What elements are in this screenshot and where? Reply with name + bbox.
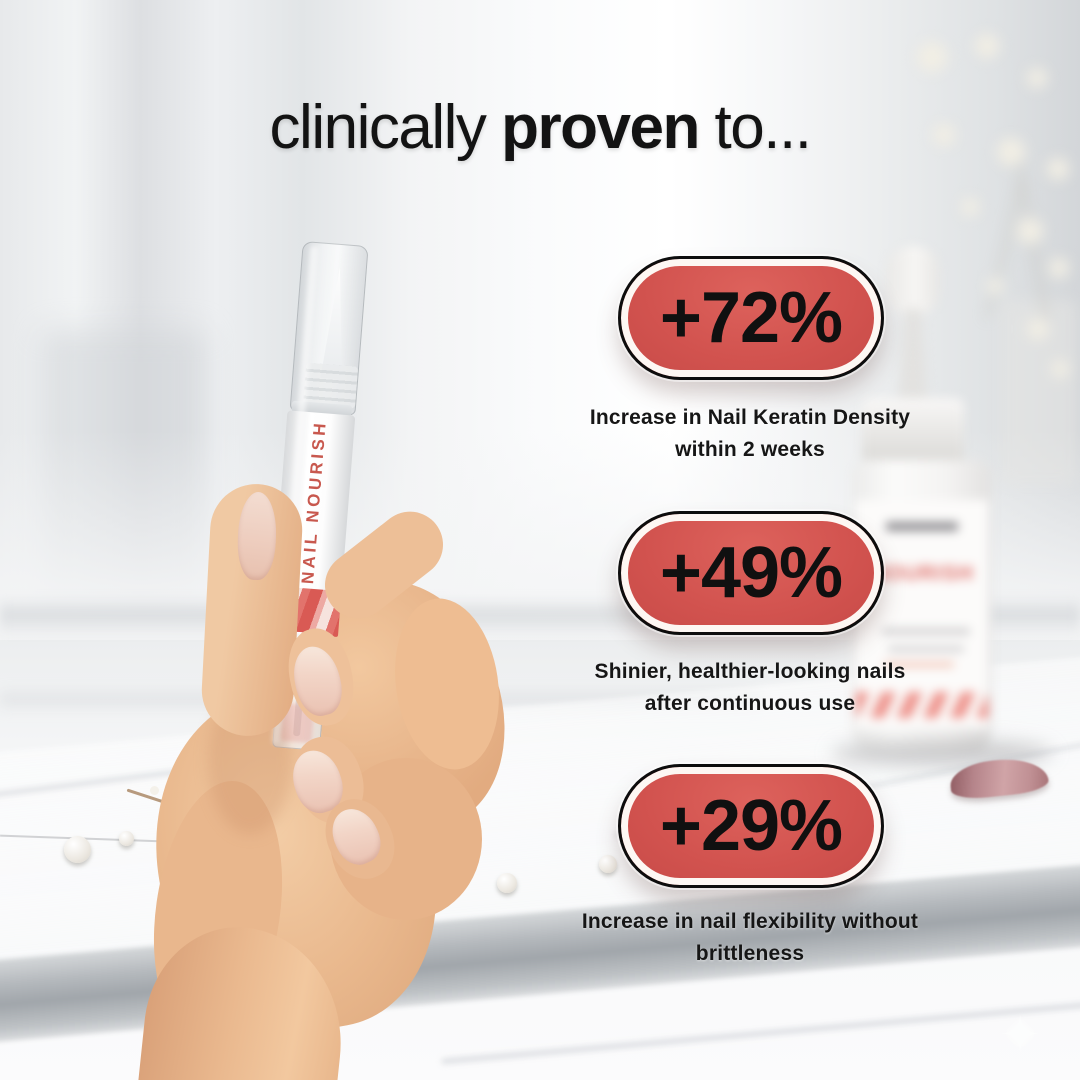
page-title: clinically proven to... (0, 92, 1080, 163)
flower-blossom (961, 198, 979, 216)
stat-caption-flexibility: Increase in nail flexibility without bri… (530, 906, 970, 969)
dropper-bulb (886, 246, 940, 316)
flower-blossom (1017, 218, 1043, 244)
flower-blossom (917, 42, 947, 72)
flower-blossom (987, 278, 1003, 294)
stat-caption-keratin: Increase in Nail Keratin Density within … (530, 402, 970, 465)
stat-pill-flexibility: +29% (618, 764, 884, 888)
flower-blossom (1051, 360, 1069, 378)
flower-blossom (997, 138, 1025, 166)
bottle-brand-bar (886, 522, 958, 531)
pearl (119, 831, 134, 846)
serum-bottle: NOURISH (828, 238, 1078, 768)
title-light-suffix: to... (698, 93, 812, 162)
label-stripe-band (856, 692, 988, 718)
flower-blossom (933, 124, 955, 146)
flower-bud (150, 786, 159, 795)
label-text-line (888, 646, 964, 652)
flower-blossom (975, 34, 999, 58)
stat-caption-shine: Shinier, healthier-looking nails after c… (530, 656, 970, 719)
flower-blossom (1049, 258, 1069, 278)
stat-value: +72% (659, 278, 843, 358)
stat-value: +49% (659, 533, 843, 613)
bottle-label: NOURISH (856, 500, 988, 728)
dropper-collar (862, 398, 964, 466)
stat-caption-line: Increase in Nail Keratin Density (589, 406, 911, 429)
pearl (64, 836, 91, 863)
dropper-pipette (897, 308, 929, 408)
sparkle-icon: ✦ (1000, 1009, 1041, 1062)
stat-value: +29% (659, 786, 843, 866)
flower-blossom (1027, 318, 1049, 340)
stat-caption-line: brittleness (695, 941, 805, 965)
bottle-product-name: NOURISH (870, 562, 974, 585)
pearl (497, 873, 517, 893)
baby-breath-flowers (905, 30, 1080, 490)
flower-blossom (1047, 158, 1069, 180)
stat-pill-keratin: +72% (618, 256, 884, 380)
stat-caption-line: Increase in nail flexibility without (581, 910, 919, 933)
label-text-line (882, 628, 970, 635)
flower-blossom (1027, 68, 1047, 88)
stat-caption-line: Shinier, healthier-looking nails (594, 660, 906, 683)
stat-pill-shine: +49% (618, 511, 884, 635)
stat-caption-line: within 2 weeks (675, 437, 825, 461)
stat-caption-line: after continuous use (644, 691, 856, 715)
label-accent-line (884, 662, 954, 667)
title-bold-word: proven (501, 93, 700, 162)
pearl (599, 855, 617, 873)
title-light-prefix: clinically (269, 93, 502, 162)
